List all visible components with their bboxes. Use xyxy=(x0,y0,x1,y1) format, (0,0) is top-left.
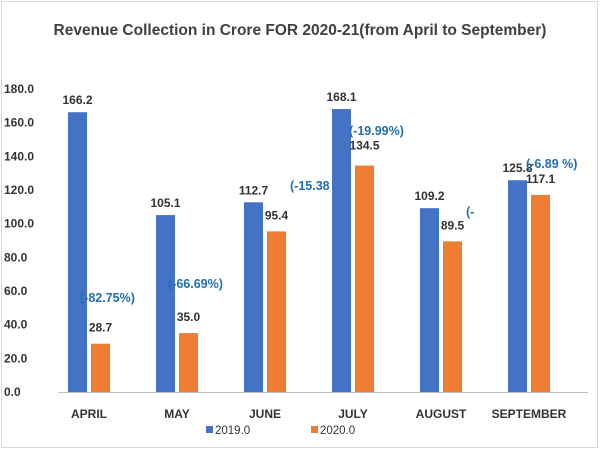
y-tick-label: 40.0 xyxy=(4,318,28,332)
data-label: 28.7 xyxy=(89,321,113,335)
x-tick-label: AUGUST xyxy=(416,407,467,421)
data-label: 117.1 xyxy=(526,172,556,186)
bar-series2 xyxy=(531,194,550,392)
data-label: 112.7 xyxy=(239,183,269,197)
bar-series1 xyxy=(244,202,263,392)
y-tick-label: 100.0 xyxy=(4,217,34,231)
x-tick-label: APRIL xyxy=(71,407,107,421)
bar-series2 xyxy=(91,343,110,392)
bar-series2 xyxy=(355,165,374,392)
x-tick-label: JULY xyxy=(338,407,368,421)
bar-series1 xyxy=(420,208,439,392)
bar-series1 xyxy=(332,109,351,392)
y-tick-label: 80.0 xyxy=(4,250,28,264)
data-label: 168.1 xyxy=(326,90,356,104)
x-tick-label: JUNE xyxy=(249,407,281,421)
chart-title: Revenue Collection in Crore FOR 2020-21(… xyxy=(53,22,547,39)
bar-series2 xyxy=(443,241,462,392)
percent-change-label: (-82.75%) xyxy=(80,291,135,305)
data-label: 125.8 xyxy=(502,161,532,175)
y-tick-label: 120.0 xyxy=(4,183,34,197)
y-tick-label: 180.0 xyxy=(4,82,34,96)
data-label: 105.1 xyxy=(150,196,180,210)
percent-change-label: (-19.99%) xyxy=(349,124,404,138)
y-tick-label: 0.0 xyxy=(4,385,21,399)
data-label: 35.0 xyxy=(177,310,201,324)
data-label: 166.2 xyxy=(62,93,92,107)
bar-series2 xyxy=(267,231,286,392)
y-tick-label: 160.0 xyxy=(4,116,34,130)
bar-series1 xyxy=(508,180,527,392)
data-label: 109.2 xyxy=(414,189,444,203)
y-tick-label: 60.0 xyxy=(4,284,28,298)
percent-change-label: (-15.38 xyxy=(290,179,330,193)
legend-swatch xyxy=(311,426,318,433)
percent-change-label: (- xyxy=(466,205,474,219)
x-tick-label: SEPTEMBER xyxy=(492,407,567,421)
bar-series1 xyxy=(156,215,175,392)
y-tick-label: 20.0 xyxy=(4,351,28,365)
percent-change-label: (-66.69%) xyxy=(168,277,223,291)
legend-label: 2019.0 xyxy=(215,425,250,437)
bar-series2 xyxy=(179,333,198,392)
data-label: 95.4 xyxy=(265,208,289,222)
legend-swatch xyxy=(206,426,213,433)
bar-series1 xyxy=(68,112,87,392)
x-tick-label: MAY xyxy=(164,407,190,421)
percent-change-label: (-6.89 %) xyxy=(526,157,577,171)
legend-label: 2020.0 xyxy=(320,425,355,437)
y-tick-label: 140.0 xyxy=(4,149,34,163)
data-label: 89.5 xyxy=(441,218,465,232)
data-label: 134.5 xyxy=(349,139,379,153)
